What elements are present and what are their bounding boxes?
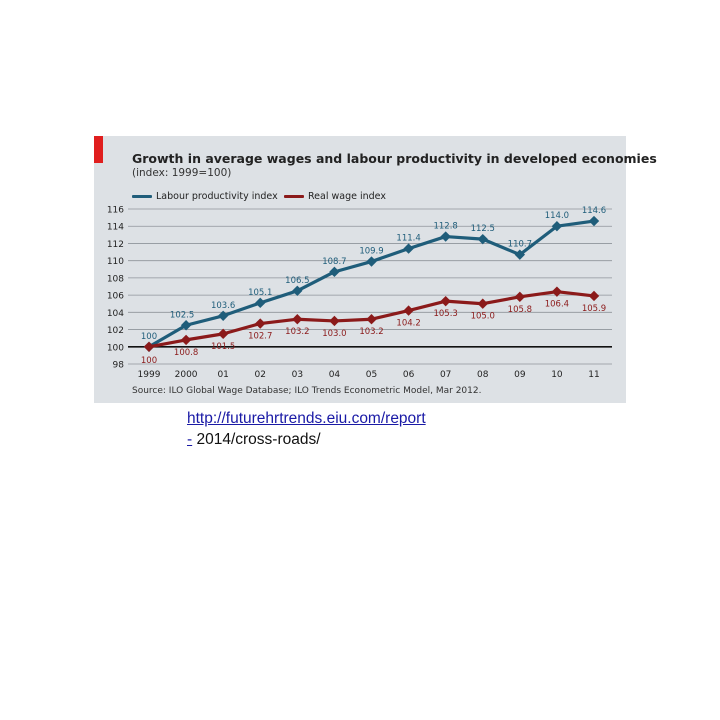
data-point-marker [217, 310, 229, 321]
data-point-marker [477, 298, 488, 309]
data-point-marker [588, 215, 600, 227]
y-tick-label: 114 [107, 223, 124, 233]
legend-item-productivity: Labour productivity index [132, 191, 278, 202]
y-tick-label: 100 [107, 343, 124, 353]
data-label: 103.6 [211, 301, 235, 311]
x-tick-label: 03 [292, 370, 303, 380]
data-label: 105.3 [433, 309, 457, 319]
chart-panel: Growth in average wages and labour produ… [94, 136, 657, 403]
legend-item-wage: Real wage index [284, 191, 386, 202]
y-tick-label: 110 [107, 257, 124, 267]
data-point-marker [588, 290, 600, 302]
report-link-line1[interactable]: http://futurehrtrends.eiu.com/report [187, 410, 426, 427]
report-link[interactable]: http://futurehrtrends.eiu.com/report - 2… [187, 408, 426, 450]
data-point-marker [329, 266, 340, 278]
y-tick-label: 106 [107, 292, 124, 302]
x-tick-label: 05 [366, 370, 377, 380]
data-label: 109.9 [359, 247, 383, 257]
x-tick-label: 07 [440, 370, 451, 380]
data-point-marker [366, 256, 377, 267]
y-tick-label: 98 [113, 361, 125, 371]
data-point-marker [514, 291, 526, 303]
legend-swatch-productivity [132, 195, 152, 198]
chart-title: Growth in average wages and labour produ… [132, 151, 657, 166]
data-point-marker [255, 297, 266, 309]
data-point-marker [180, 320, 192, 331]
y-tick-label: 104 [107, 309, 124, 319]
data-point-marker [403, 305, 414, 316]
data-label: 105.9 [582, 304, 606, 314]
report-link-dash[interactable]: - [187, 431, 193, 448]
data-label: 100 [141, 332, 157, 342]
legend-label-productivity: Labour productivity index [156, 191, 278, 202]
y-tick-label: 116 [107, 206, 124, 216]
data-label: 114.6 [582, 206, 606, 216]
data-label: 103.2 [359, 327, 383, 337]
data-point-marker [477, 233, 488, 245]
y-tick-label: 112 [107, 240, 124, 250]
data-label: 100.8 [174, 348, 198, 358]
x-tick-label: 09 [514, 370, 526, 380]
legend-swatch-wage [284, 195, 304, 198]
data-point-marker [329, 315, 340, 327]
data-point-marker [440, 295, 451, 307]
data-label: 105.0 [471, 312, 495, 322]
data-label: 102.5 [170, 310, 194, 320]
data-point-marker [255, 318, 266, 329]
data-label: 103.2 [285, 327, 309, 337]
x-tick-label: 2000 [175, 370, 198, 380]
data-label: 105.8 [508, 305, 532, 315]
y-tick-label: 102 [107, 326, 124, 336]
chart-source: Source: ILO Global Wage Database; ILO Tr… [132, 386, 482, 396]
report-link-line2: 2014/cross-roads/ [192, 431, 321, 448]
data-point-marker [440, 231, 451, 242]
x-tick-label: 02 [255, 370, 266, 380]
data-label: 102.7 [248, 332, 272, 342]
plot-area: 98 100 102 104 106 108 110 112 114 116 1999 2000 01 0… [107, 206, 612, 380]
x-tick-label: 10 [551, 370, 563, 380]
data-point-marker [366, 314, 377, 325]
data-label: 106.4 [545, 300, 569, 310]
x-tick-label: 06 [403, 370, 415, 380]
x-tick-label: 1999 [138, 370, 161, 380]
data-point-marker [180, 334, 192, 346]
data-label: 100 [141, 356, 157, 366]
data-point-marker [292, 314, 303, 325]
data-label: 104.2 [396, 319, 420, 329]
x-tick-label: 11 [588, 370, 599, 380]
data-point-marker [292, 285, 303, 297]
data-label: 106.5 [285, 276, 309, 286]
x-tick-label: 08 [477, 370, 489, 380]
x-tick-label: 01 [217, 370, 228, 380]
data-label: 110.7 [508, 240, 532, 250]
data-label: 101.5 [211, 342, 235, 352]
data-label: 112.8 [433, 222, 457, 232]
legend-label-wage: Real wage index [308, 191, 386, 202]
data-label: 103.0 [322, 329, 346, 339]
data-label: 112.5 [471, 224, 495, 234]
data-label: 108.7 [322, 257, 346, 267]
data-label: 111.4 [396, 234, 420, 244]
x-tick-label: 04 [329, 370, 341, 380]
accent-marker [94, 136, 103, 163]
chart-subtitle: (index: 1999=100) [132, 167, 232, 179]
data-point-marker [403, 243, 414, 254]
data-label: 114.0 [545, 211, 569, 221]
data-point-marker [217, 328, 229, 340]
data-label: 105.1 [248, 288, 272, 298]
y-tick-label: 108 [107, 274, 124, 284]
